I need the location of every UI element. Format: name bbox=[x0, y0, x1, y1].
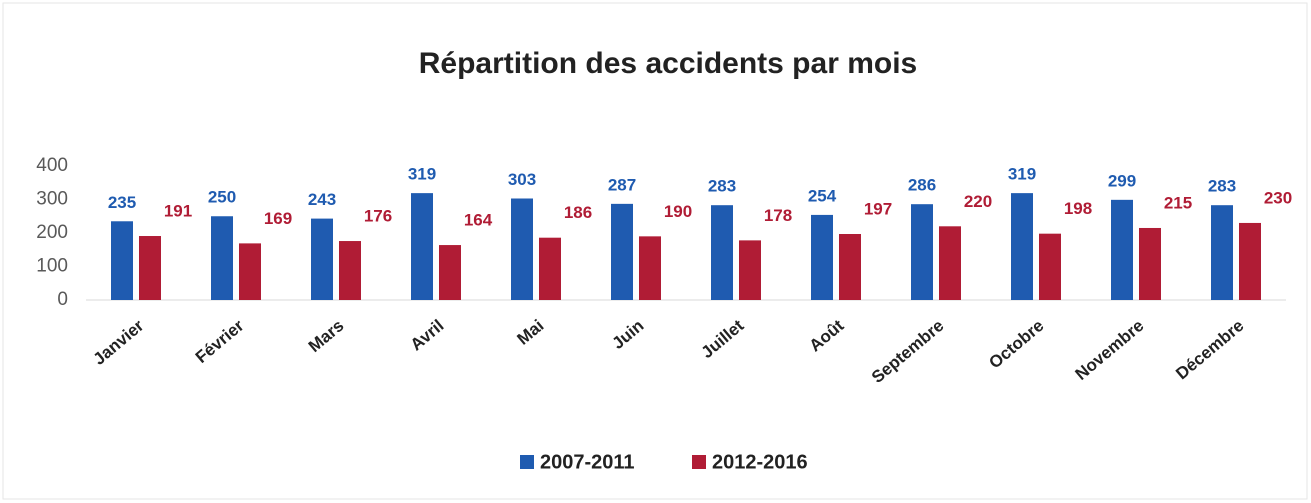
bar bbox=[1139, 227, 1161, 300]
data-label: 215 bbox=[1164, 193, 1192, 212]
data-label: 319 bbox=[408, 165, 436, 184]
data-label: 303 bbox=[508, 170, 536, 189]
bar bbox=[739, 240, 761, 300]
data-label: 178 bbox=[764, 206, 792, 225]
y-tick-label: 100 bbox=[36, 256, 68, 277]
legend-label: 2007-2011 bbox=[540, 451, 635, 473]
bar bbox=[111, 221, 133, 300]
data-label: 197 bbox=[864, 199, 892, 218]
chart-title: Répartition des accidents par mois bbox=[419, 47, 917, 80]
data-label: 254 bbox=[808, 186, 837, 205]
y-tick-label: 400 bbox=[36, 155, 68, 176]
data-label: 191 bbox=[164, 201, 192, 220]
y-tick-label: 300 bbox=[36, 189, 68, 210]
bar bbox=[1239, 222, 1261, 300]
data-label: 220 bbox=[964, 192, 992, 211]
data-label: 169 bbox=[264, 209, 292, 228]
data-label: 235 bbox=[108, 193, 136, 212]
bar bbox=[1011, 193, 1033, 300]
data-label: 190 bbox=[664, 202, 692, 221]
y-tick-label: 0 bbox=[57, 289, 68, 310]
data-label: 283 bbox=[708, 177, 736, 196]
data-label: 230 bbox=[1264, 188, 1292, 207]
bar bbox=[1111, 199, 1133, 300]
bar bbox=[339, 241, 361, 300]
bar bbox=[1211, 205, 1233, 300]
data-label: 164 bbox=[464, 211, 493, 230]
data-label: 186 bbox=[564, 203, 592, 222]
bar bbox=[611, 203, 633, 300]
legend-swatch bbox=[520, 455, 534, 469]
data-label: 319 bbox=[1008, 165, 1036, 184]
bar bbox=[311, 218, 333, 300]
data-label: 283 bbox=[1208, 177, 1236, 196]
bar bbox=[639, 236, 661, 300]
bar bbox=[911, 204, 933, 300]
bar bbox=[539, 237, 561, 300]
bar bbox=[839, 234, 861, 300]
data-label: 176 bbox=[364, 207, 392, 226]
legend-swatch bbox=[692, 455, 706, 469]
y-tick-label: 200 bbox=[36, 222, 68, 243]
bar bbox=[711, 205, 733, 300]
data-label: 287 bbox=[608, 175, 636, 194]
data-label: 299 bbox=[1108, 171, 1136, 190]
bar bbox=[811, 214, 833, 300]
bar bbox=[211, 216, 233, 300]
bar bbox=[239, 243, 261, 300]
bar bbox=[439, 245, 461, 300]
bar bbox=[1039, 233, 1061, 300]
bar bbox=[939, 226, 961, 300]
bar bbox=[511, 198, 533, 300]
bar bbox=[411, 193, 433, 300]
data-label: 243 bbox=[308, 190, 336, 209]
data-label: 286 bbox=[908, 176, 936, 195]
data-label: 250 bbox=[208, 188, 236, 207]
data-label: 198 bbox=[1064, 199, 1092, 218]
bar bbox=[139, 236, 161, 300]
legend-label: 2012-2016 bbox=[712, 451, 808, 473]
